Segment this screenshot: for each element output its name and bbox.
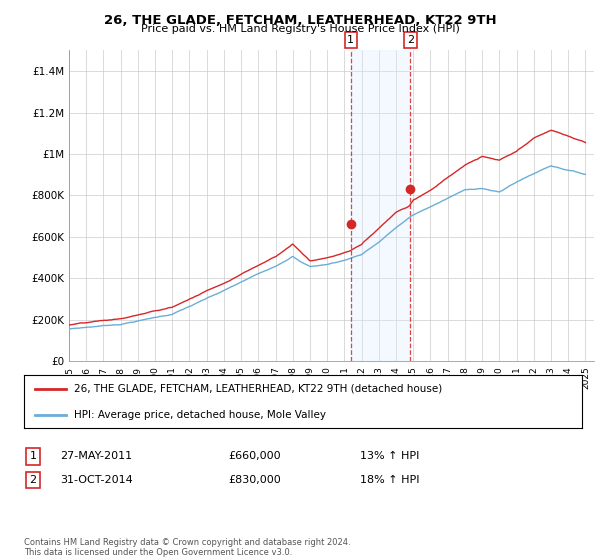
Text: 18% ↑ HPI: 18% ↑ HPI [360,475,419,485]
Text: 27-MAY-2011: 27-MAY-2011 [60,451,132,461]
Text: 26, THE GLADE, FETCHAM, LEATHERHEAD, KT22 9TH (detached house): 26, THE GLADE, FETCHAM, LEATHERHEAD, KT2… [74,384,442,394]
Text: Price paid vs. HM Land Registry's House Price Index (HPI): Price paid vs. HM Land Registry's House … [140,24,460,34]
Text: £830,000: £830,000 [228,475,281,485]
Text: 26, THE GLADE, FETCHAM, LEATHERHEAD, KT22 9TH: 26, THE GLADE, FETCHAM, LEATHERHEAD, KT2… [104,14,496,27]
Text: £660,000: £660,000 [228,451,281,461]
Text: 1: 1 [347,35,354,45]
Text: 2: 2 [29,475,37,485]
Text: HPI: Average price, detached house, Mole Valley: HPI: Average price, detached house, Mole… [74,410,326,420]
Text: 13% ↑ HPI: 13% ↑ HPI [360,451,419,461]
Text: 2: 2 [407,35,414,45]
Text: Contains HM Land Registry data © Crown copyright and database right 2024.
This d: Contains HM Land Registry data © Crown c… [24,538,350,557]
Text: 31-OCT-2014: 31-OCT-2014 [60,475,133,485]
Bar [351,50,410,361]
Text: 1: 1 [29,451,37,461]
